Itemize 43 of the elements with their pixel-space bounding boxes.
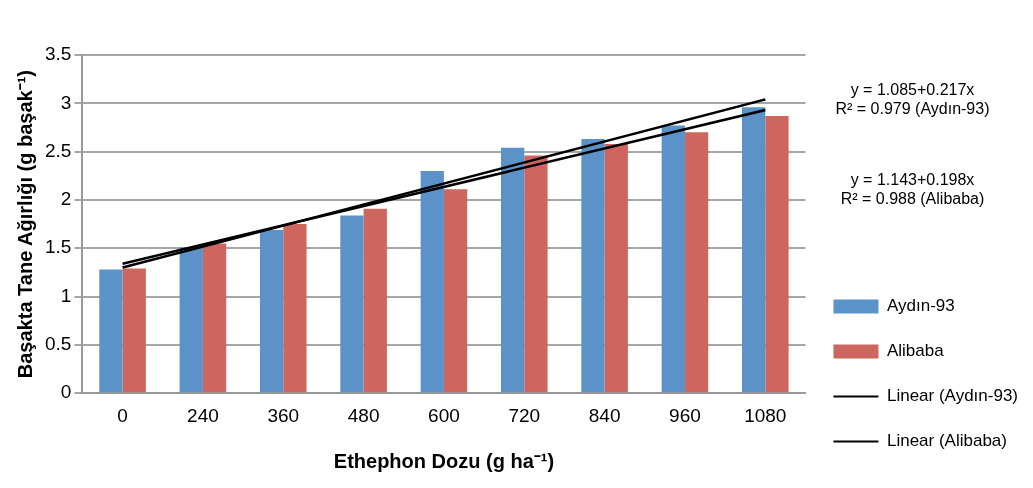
- text: y = 1.143+0.198x R² = 0.988 (Alibaba): [839, 170, 986, 208]
- bar: [684, 132, 709, 393]
- text: y = 1.085+0.217x R² = 0.979 (Aydın-93): [834, 80, 991, 118]
- y-tick-label: 2: [60, 188, 72, 210]
- bar: [363, 208, 387, 393]
- bar: [500, 147, 525, 393]
- legend-label: Linear (Aydın-93): [886, 386, 1019, 406]
- y-tick-label: 1.5: [44, 236, 72, 258]
- y-tick-label: 3: [60, 91, 72, 113]
- bar: [443, 189, 468, 393]
- y-tick-label: 1: [60, 284, 72, 306]
- x-axis-title: Ethephon Dozu (g ha⁻¹): [333, 449, 555, 472]
- x-tick-label: 600: [428, 404, 460, 426]
- bar: [661, 125, 685, 393]
- x-tick-label: 360: [267, 404, 300, 426]
- y-tick-label: 0.5: [44, 333, 72, 355]
- bar: [122, 268, 146, 393]
- bar: [420, 170, 444, 393]
- legend-label: Alibaba: [886, 341, 945, 361]
- bar: [179, 247, 203, 393]
- x-tick-label: 480: [347, 404, 380, 426]
- legend-label: Aydın-93: [886, 296, 955, 316]
- bar: [742, 107, 766, 393]
- x-tick-label: 840: [588, 404, 621, 426]
- bar: [581, 139, 605, 393]
- y-axis-title: Başakta Tane Ağırlığı (g başak⁻¹): [13, 70, 36, 379]
- x-tick-label: 720: [508, 404, 541, 426]
- bar: [283, 224, 307, 393]
- x-tick-label: 240: [187, 404, 219, 426]
- y-tick-label: 2.5: [44, 139, 72, 161]
- bar: [202, 243, 227, 393]
- bar: [765, 115, 789, 393]
- bar: [99, 269, 123, 393]
- bar: [340, 215, 364, 393]
- y-tick-label: 3.5: [44, 43, 72, 65]
- bar: [259, 229, 284, 393]
- bar: [604, 143, 628, 393]
- legend-label: Linear (Alibaba): [886, 431, 1007, 451]
- x-tick-label: 0: [117, 404, 128, 426]
- y-tick-label: 0: [60, 381, 72, 403]
- x-tick-label: 960: [669, 404, 701, 426]
- x-tick-label: 1080: [744, 404, 787, 426]
- bar: [524, 155, 548, 393]
